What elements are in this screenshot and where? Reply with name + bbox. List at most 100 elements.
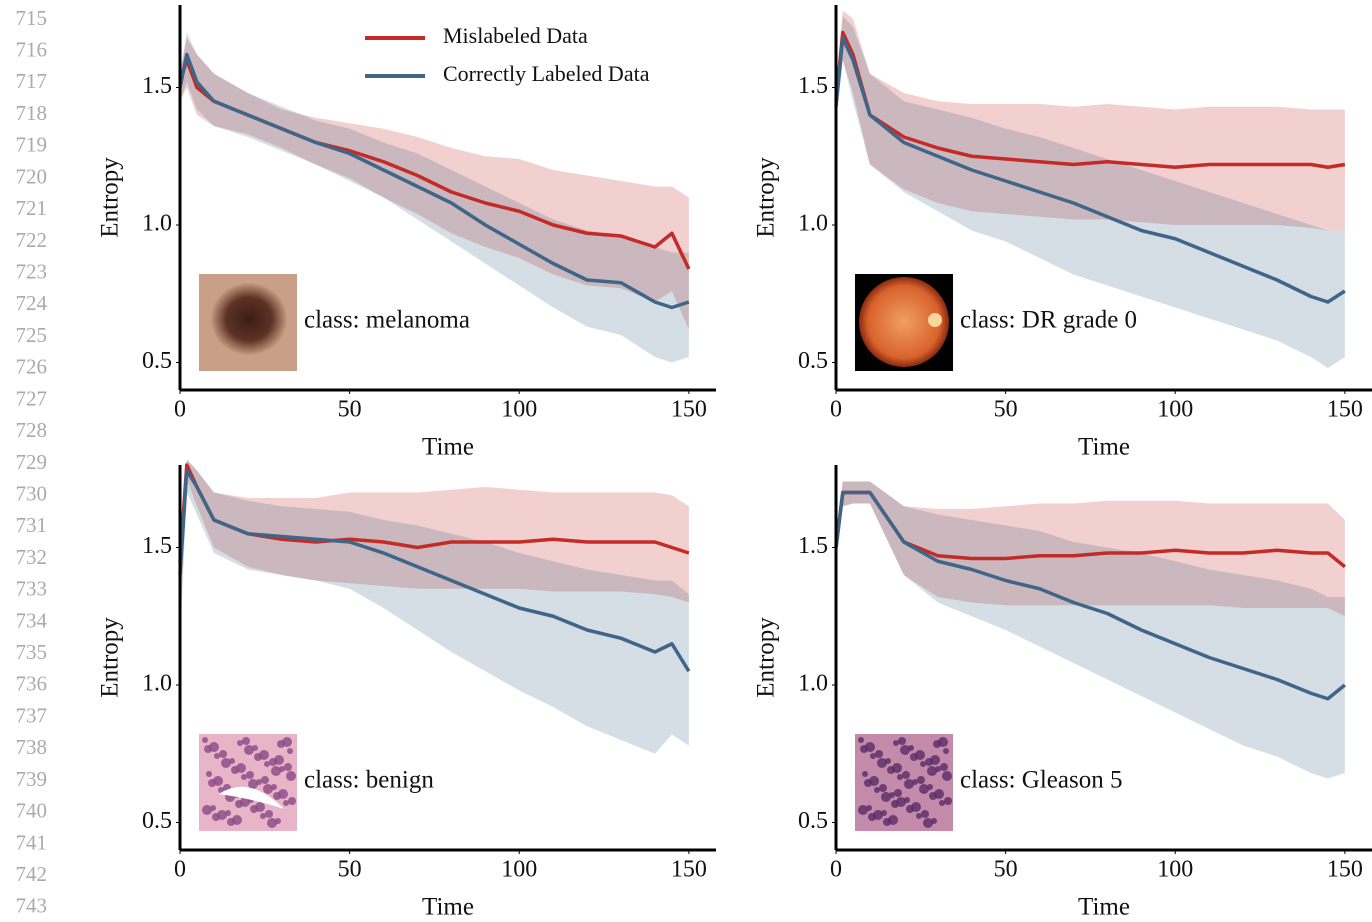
x-tick-label: 100 (1157, 397, 1193, 423)
thumbnail-cell (206, 771, 212, 777)
thumbnail-cell (273, 792, 281, 800)
chart-panel: 0.5 1.0 1.5 0 50 100 150 Time Entropy class: DR g… (753, 5, 1372, 461)
line-number: 738 (16, 735, 48, 759)
thumbnail-cell (940, 763, 948, 771)
thumbnail-cell (929, 792, 937, 800)
x-tick-label: 100 (501, 397, 537, 423)
x-tick-label: 100 (501, 857, 537, 883)
thumbnail-cell (923, 818, 933, 828)
class-annotation: class: Gleason 5 (960, 767, 1122, 794)
thumbnail-cell (906, 805, 914, 813)
y-tick-label: 0.5 (798, 348, 828, 374)
series-line (834, 36, 1346, 304)
x-tick-label: 0 (174, 397, 186, 423)
thumbnail-cell (877, 758, 887, 768)
class-annotation: class: melanoma (304, 307, 470, 334)
legend-label: Correctly Labeled Data (443, 61, 650, 86)
thumbnail-cell (261, 776, 269, 784)
thumbnail-cell (917, 776, 925, 784)
uncertainty-band (180, 459, 689, 754)
line-number: 715 (16, 6, 48, 30)
thumbnail-cell (920, 761, 926, 767)
x-tick-label: 50 (338, 857, 362, 883)
thumbnail-cell (277, 740, 285, 748)
thumbnail-cell (898, 737, 906, 745)
thumbnail-cell (271, 766, 281, 776)
line-number: 728 (16, 418, 48, 442)
y-tick-label: 0.5 (142, 348, 172, 374)
thumbnail-cell (260, 813, 266, 819)
thumbnail-cell (265, 810, 273, 818)
line-number: 735 (16, 640, 48, 664)
thumbnail-cell (925, 758, 933, 766)
thumbnail-cell (286, 771, 296, 781)
line-number: 720 (16, 164, 48, 188)
class-annotation: class: DR grade 0 (960, 307, 1137, 334)
thumbnail-cell (202, 737, 208, 743)
series-line (834, 490, 1346, 701)
thumbnail-cell (283, 800, 289, 806)
thumbnail-cell (246, 771, 254, 779)
line-number: 722 (16, 228, 48, 252)
thumbnail-retina (859, 277, 949, 367)
line-number: 731 (16, 513, 48, 537)
thumbnail-cell (202, 805, 212, 815)
thumbnail-cell (893, 740, 899, 746)
thumbnail-cell (943, 748, 949, 754)
line-number: 727 (16, 386, 48, 410)
legend-label: Mislabeled Data (443, 23, 588, 48)
thumbnail-cell (933, 740, 941, 748)
thumbnail-cell (244, 745, 254, 755)
x-tick-label: 50 (994, 857, 1018, 883)
x-tick-label: 150 (671, 857, 707, 883)
thumbnail-disc (928, 313, 942, 327)
line-number: 718 (16, 101, 48, 125)
y-tick-label: 0.5 (142, 808, 172, 834)
y-tick-label: 0.5 (798, 808, 828, 834)
thumbnail-cell (891, 800, 899, 808)
thumbnail-cell (902, 771, 910, 779)
uncertainty-band (180, 32, 689, 363)
line-number: 736 (16, 672, 48, 696)
y-axis-label: Entropy (97, 157, 124, 238)
thumbnail-cell (858, 737, 864, 743)
line-number: 741 (16, 830, 48, 854)
uncertainty-band (836, 481, 1345, 779)
x-tick-label: 150 (1327, 857, 1363, 883)
thumbnail-cell (254, 753, 262, 761)
y-axis-label: Entropy (753, 617, 780, 698)
y-tick-label: 1.5 (798, 73, 828, 99)
thumbnail-cell (231, 766, 239, 774)
thumbnail-cell (212, 813, 220, 821)
thumbnail-cell (287, 748, 293, 754)
line-number: 733 (16, 577, 48, 601)
thumbnail-cell (221, 758, 231, 768)
line-number: 724 (16, 291, 48, 315)
line-number: 737 (16, 703, 48, 727)
thumbnail-cell (927, 766, 937, 776)
thumbnail-cell (284, 763, 292, 771)
thumbnail-cell (219, 750, 227, 758)
thumbnail-cell (894, 789, 902, 797)
x-axis-label: Time (422, 434, 474, 461)
thumbnail-cell (235, 800, 243, 808)
x-axis-label: Time (1078, 434, 1130, 461)
thumbnail-cell (916, 813, 922, 819)
y-tick-label: 1.0 (142, 671, 172, 697)
thumbnail-cell (237, 740, 243, 746)
x-tick-label: 0 (830, 857, 842, 883)
line-number: 721 (16, 196, 48, 220)
thumbnail-cell (868, 813, 876, 821)
thumbnail-cell (860, 745, 868, 753)
thumbnail-cell (942, 771, 952, 781)
x-tick-label: 150 (1327, 397, 1363, 423)
thumbnail-cell (897, 774, 903, 780)
thumbnail-cell (944, 797, 952, 805)
y-axis-label: Entropy (97, 617, 124, 698)
thumbnail-cell (204, 745, 212, 753)
chart-panel: 0.5 1.0 1.5 0 50 100 150 Time Entropy class: Glea… (753, 465, 1372, 921)
thumbnail-cell (227, 818, 235, 826)
x-tick-label: 100 (1157, 857, 1193, 883)
thumbnail-cell (921, 810, 929, 818)
y-tick-label: 1.5 (142, 73, 172, 99)
